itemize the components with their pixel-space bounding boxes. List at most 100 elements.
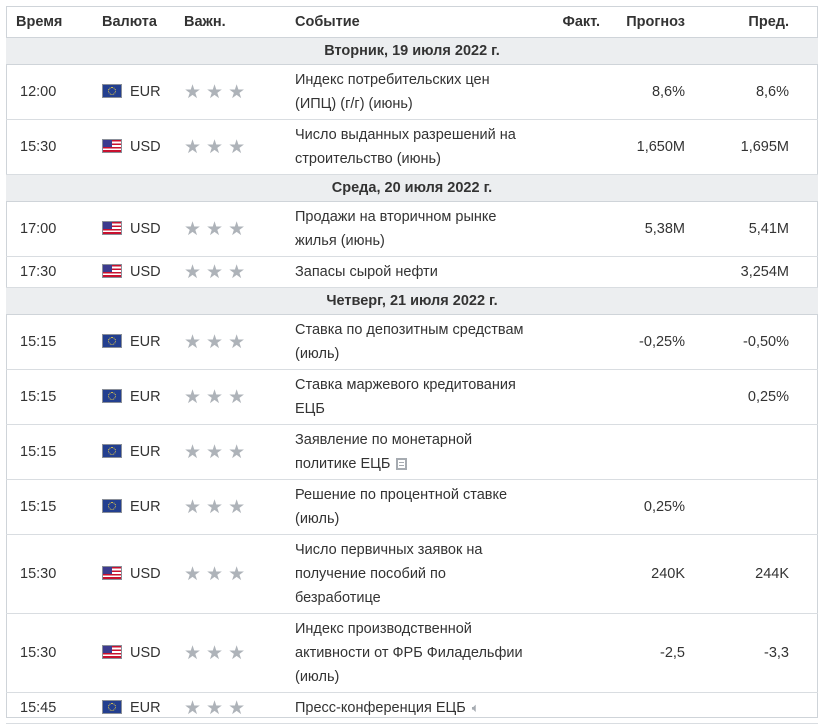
speaker-icon[interactable]: 🔈︎ [471,700,480,715]
event-actual [525,256,600,288]
header-event[interactable]: Событие [295,6,525,38]
event-title-cell[interactable]: Заявление по монетарной политике ЕЦБ [295,424,525,480]
event-time: 15:30 [6,613,102,693]
event-title[interactable]: Решение по процентной ставке (июль) [295,487,508,527]
importance-stars-icon: ★★★ [184,386,251,408]
event-title-cell[interactable]: Запасы сырой нефти [295,256,525,288]
event-currency: USD [130,139,161,155]
event-currency: USD [130,566,161,582]
event-title[interactable]: Индекс производственной активности от ФР… [295,621,523,685]
header-currency[interactable]: Валюта [102,6,184,38]
event-title[interactable]: Число первичных заявок на получение посо… [295,542,483,606]
event-row[interactable]: 15:30 USD ★★★ Число первичных заявок на пол… [6,534,818,614]
event-currency: USD [130,645,161,661]
event-row[interactable]: 15:15 EUR ★★★ Ставка по депозитным средства… [6,314,818,370]
event-row[interactable]: 15:30 USD ★★★ Число выданных разрешений на … [6,119,818,175]
event-currency-cell: USD [102,256,184,288]
us-flag-icon [102,264,122,278]
event-title[interactable]: Продажи на вторичном рынке жилья (июнь) [295,209,497,249]
event-forecast: 1,650M [600,119,685,175]
importance-cell: ★★★ [184,424,295,480]
importance-cell: ★★★ [184,201,295,257]
event-actual [525,534,600,614]
economic-calendar-table: Время Валюта Важн. Событие Факт. Прогноз… [6,6,818,724]
row-spacer [789,119,818,175]
event-previous: 5,41M [685,201,789,257]
event-title-cell[interactable]: Продажи на вторичном рынке жилья (июнь) [295,201,525,257]
event-currency: EUR [130,389,161,405]
event-row[interactable]: 15:15 EUR ★★★ Ставка маржевого кредитования… [6,369,818,425]
eu-flag-icon [102,389,122,403]
event-title-cell[interactable]: Ставка маржевого кредитования ЕЦБ [295,369,525,425]
event-title-cell[interactable]: Пресс-конференция ЕЦБ 🔈︎ [295,692,525,724]
event-title-cell[interactable]: Ставка по депозитным средствам (июль) [295,314,525,370]
event-row[interactable]: 12:00 EUR ★★★ Индекс потребительских цен (И… [6,64,818,120]
event-time: 15:15 [6,479,102,535]
event-currency-cell: EUR [102,64,184,120]
event-row[interactable]: 15:30 USD ★★★ Индекс производственной актив… [6,613,818,693]
event-time: 17:00 [6,201,102,257]
event-title-cell[interactable]: Индекс потребительских цен (ИПЦ) (г/г) (… [295,64,525,120]
event-previous: -0,50% [685,314,789,370]
event-forecast [600,424,685,480]
event-row[interactable]: 17:30 USD ★★★ Запасы сырой нефти 3,254M [6,256,818,288]
event-title[interactable]: Пресс-конференция ЕЦБ [295,700,466,716]
event-forecast [600,692,685,724]
event-title[interactable]: Индекс потребительских цен (ИПЦ) (г/г) (… [295,72,490,112]
event-forecast [600,256,685,288]
date-heading: Среда, 20 июля 2022 г. [6,174,818,202]
row-spacer [789,369,818,425]
event-title[interactable]: Ставка маржевого кредитования ЕЦБ [295,377,516,417]
importance-cell: ★★★ [184,692,295,724]
row-spacer [789,534,818,614]
event-row[interactable]: 15:45 EUR ★★★ Пресс-конференция ЕЦБ 🔈︎ [6,692,818,724]
document-icon[interactable] [396,458,408,470]
header-importance[interactable]: Важн. [184,6,295,38]
event-title[interactable]: Ставка по депозитным средствам (июль) [295,322,524,362]
calendar-body: Вторник, 19 июля 2022 г. 12:00 EUR ★★★ Индек… [6,37,818,724]
event-currency: EUR [130,499,161,515]
us-flag-icon [102,221,122,235]
event-row[interactable]: 15:15 EUR ★★★ Заявление по монетарной полит… [6,424,818,480]
event-row[interactable]: 17:00 USD ★★★ Продажи на вторичном рынке жи… [6,201,818,257]
event-title[interactable]: Число выданных разрешений на строительст… [295,127,516,167]
event-previous: 244K [685,534,789,614]
date-heading: Вторник, 19 июля 2022 г. [6,37,818,65]
date-heading: Четверг, 21 июля 2022 г. [6,287,818,315]
event-title[interactable]: Заявление по монетарной политике ЕЦБ [295,432,473,472]
event-title[interactable]: Запасы сырой нефти [295,264,438,280]
event-title-cell[interactable]: Число первичных заявок на получение посо… [295,534,525,614]
header-previous[interactable]: Пред. [685,6,789,38]
header-actual[interactable]: Факт. [525,6,600,38]
header-forecast[interactable]: Прогноз [600,6,685,38]
importance-cell: ★★★ [184,119,295,175]
event-forecast: 8,6% [600,64,685,120]
event-row[interactable]: 15:15 EUR ★★★ Решение по процентной ставке … [6,479,818,535]
event-forecast [600,369,685,425]
event-time: 15:45 [6,692,102,724]
event-currency: USD [130,264,161,280]
event-title-cell[interactable]: Решение по процентной ставке (июль) [295,479,525,535]
event-previous [685,479,789,535]
importance-stars-icon: ★★★ [184,331,251,353]
importance-stars-icon: ★★★ [184,441,251,463]
date-row: Четверг, 21 июля 2022 г. [6,287,818,315]
eu-flag-icon [102,499,122,513]
event-title-cell[interactable]: Индекс производственной активности от ФР… [295,613,525,693]
row-spacer [789,314,818,370]
event-currency-cell: EUR [102,369,184,425]
event-currency: EUR [130,700,161,716]
importance-stars-icon: ★★★ [184,563,251,585]
event-currency-cell: USD [102,201,184,257]
event-actual [525,424,600,480]
importance-stars-icon: ★★★ [184,496,251,518]
event-currency-cell: EUR [102,692,184,724]
event-time: 12:00 [6,64,102,120]
event-actual [525,201,600,257]
eu-flag-icon [102,700,122,714]
header-time[interactable]: Время [6,6,102,38]
event-title-cell[interactable]: Число выданных разрешений на строительст… [295,119,525,175]
event-time: 15:30 [6,534,102,614]
event-previous: 1,695M [685,119,789,175]
importance-cell: ★★★ [184,256,295,288]
